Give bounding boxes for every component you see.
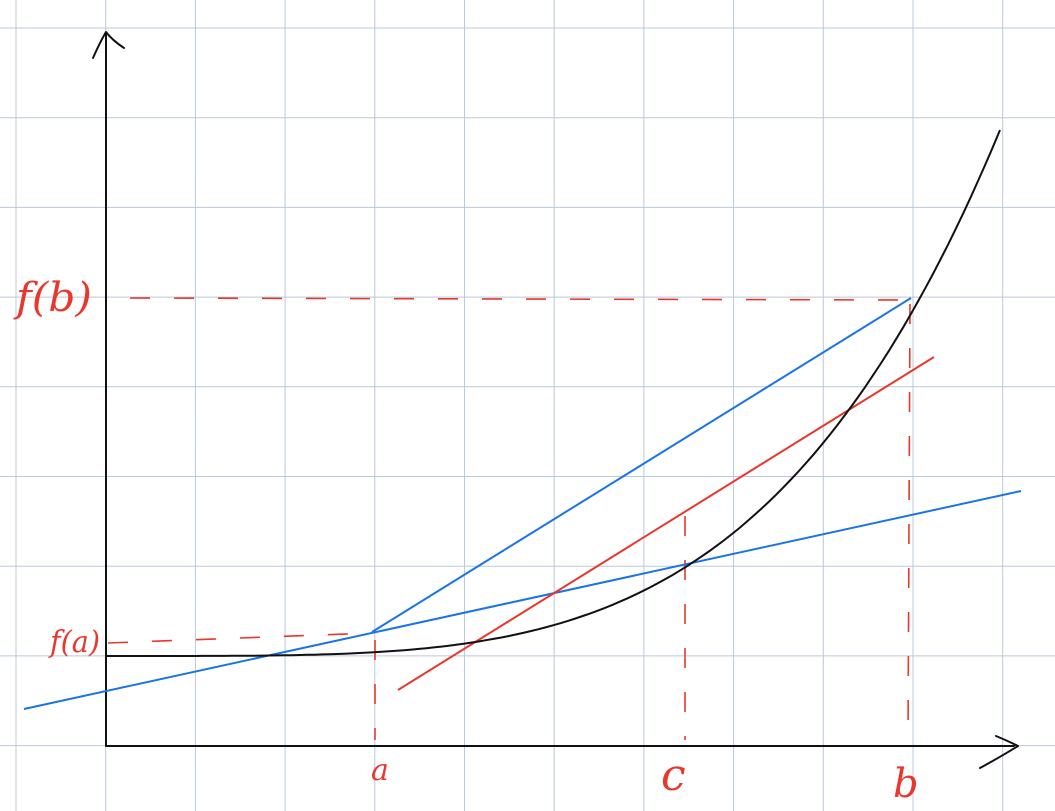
tangent-line-at-c (397, 356, 935, 691)
secant-line-a-to-b (371, 297, 912, 633)
f-b-label: f(b) (13, 275, 92, 321)
tangent-line-at-a (23, 490, 1022, 710)
b-guide-line (907, 303, 911, 741)
b-label: b (893, 761, 919, 807)
x-axis-arrowhead-icon (979, 735, 1019, 769)
a-label: a (371, 753, 389, 788)
c-label: c (661, 750, 686, 801)
function-curve (106, 129, 1001, 657)
f-b-guide-line (129, 297, 907, 301)
f-a-guide-line (107, 632, 373, 644)
y-axis-arrowhead-icon (92, 31, 125, 59)
f-a-label: f(a) (48, 625, 100, 660)
